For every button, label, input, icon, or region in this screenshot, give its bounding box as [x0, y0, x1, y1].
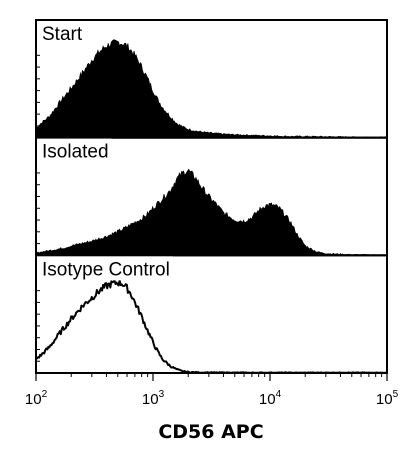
- x-tick-label: 103: [142, 389, 165, 408]
- histogram-panels: Start Isolated Isotype Control: [35, 19, 388, 374]
- panel-label: Isotype Control: [42, 259, 170, 280]
- histogram-area: [35, 168, 388, 256]
- panel-label-background: [37, 21, 86, 45]
- x-tick-label: 104: [259, 389, 282, 408]
- panel-label: Start: [42, 24, 83, 45]
- panel-isolated: Isolated: [35, 136, 388, 257]
- histogram-area: [35, 39, 388, 139]
- panel-start: Start: [35, 19, 388, 139]
- histogram-outline: [35, 279, 388, 374]
- x-axis: 102 103 104 105: [25, 373, 399, 408]
- panel-label: Isolated: [42, 142, 109, 163]
- x-tick-label: 102: [25, 389, 48, 408]
- x-tick-label: 105: [376, 389, 399, 408]
- panel-isotype-control: Isotype Control: [35, 254, 388, 374]
- x-axis-title: CD56 APC: [158, 421, 263, 443]
- panel-label-background: [37, 256, 173, 281]
- panel-label-background: [37, 138, 112, 163]
